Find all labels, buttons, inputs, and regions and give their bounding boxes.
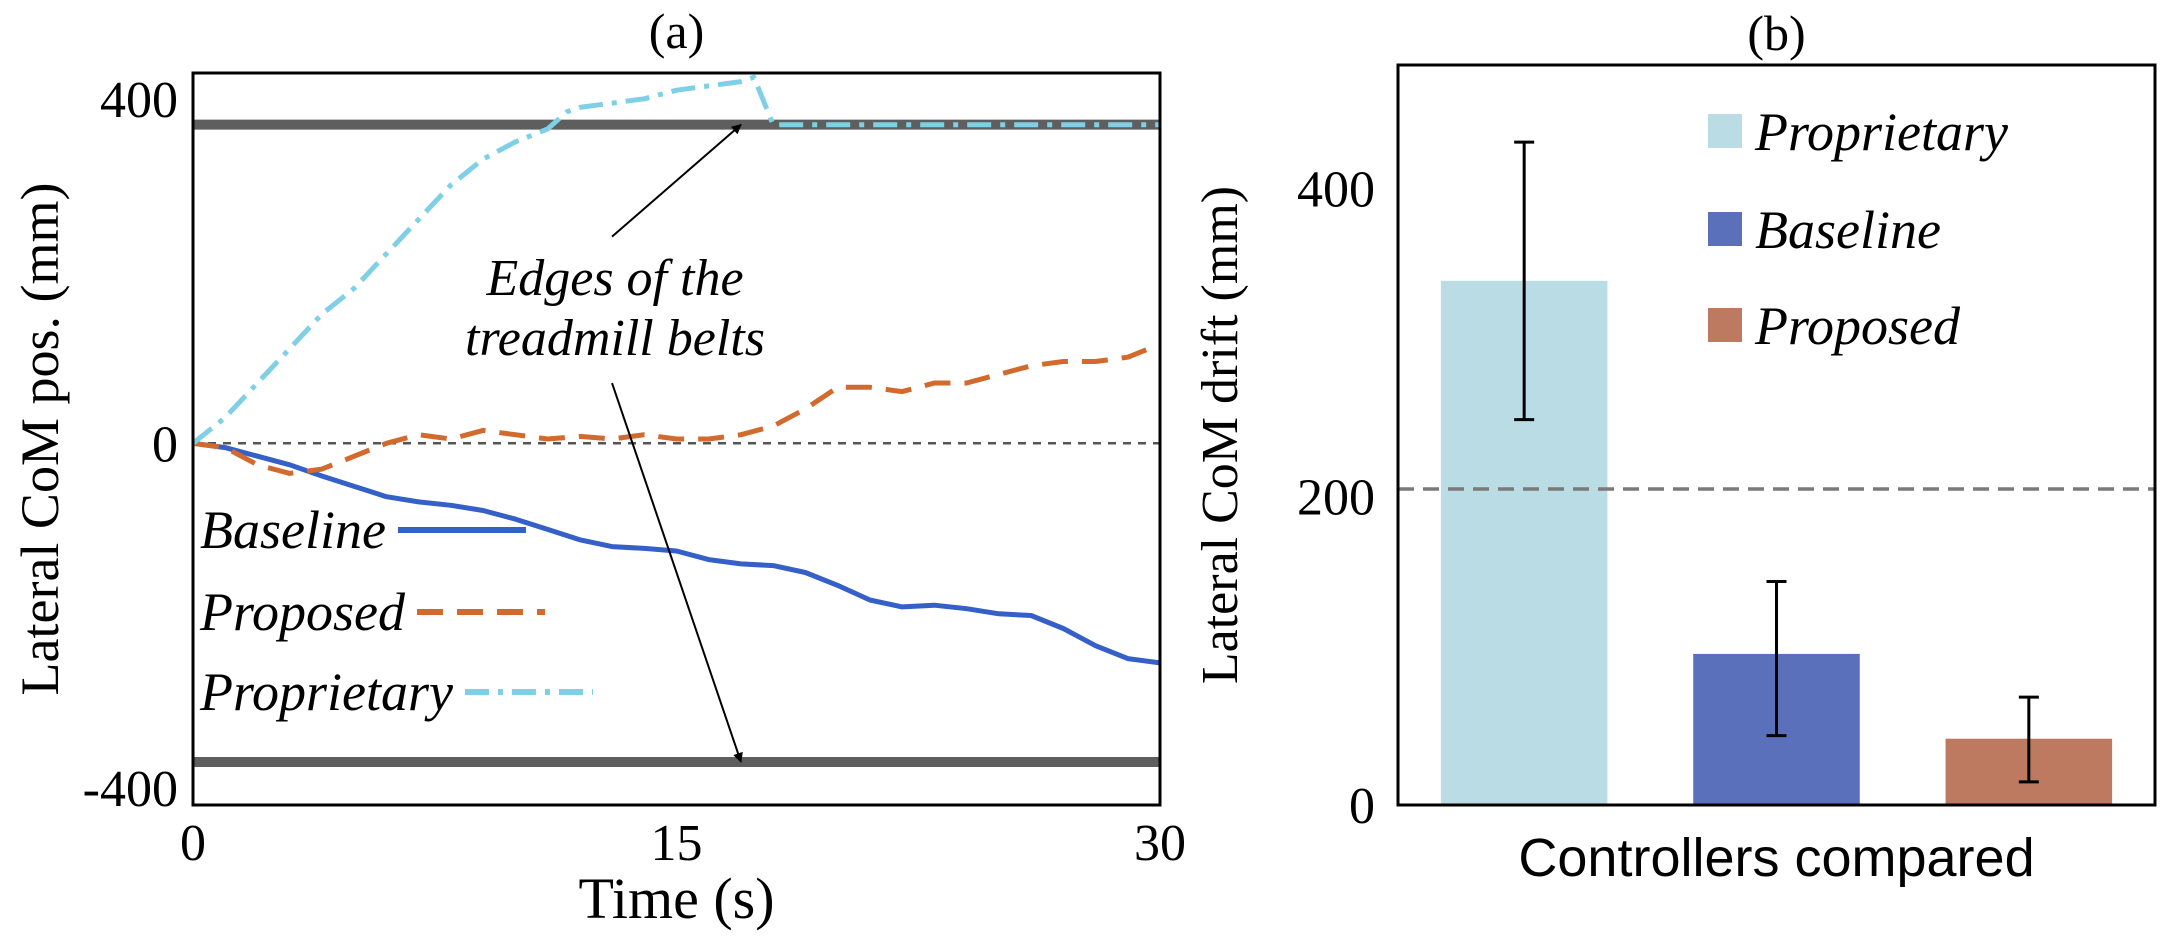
chart-a-series-line-baseline: [192, 440, 1161, 666]
chart-a-annotation-arrow: [611, 123, 742, 238]
chart-a-annotation-line: Edges of the: [485, 250, 743, 307]
chart-a-frame: [191, 71, 1162, 807]
chart-a-annotation: Edges of the treadmill belts: [465, 123, 765, 763]
chart-b: (b) Lateral CoM drift (mm) Controllers c…: [1192, 5, 2157, 888]
chart-a-y-tick-label: 400: [100, 72, 178, 129]
chart-b-y-tick-label: 0: [1349, 778, 1375, 835]
chart-a-annotation-arrow: [611, 382, 743, 763]
chart-a-legend: Baseline Proposed Proprietary: [199, 500, 593, 722]
chart-b-title: (b): [1747, 5, 1805, 61]
chart-a-annotation-text: Edges of the treadmill belts: [465, 250, 765, 367]
chart-b-frame: [1396, 63, 2157, 807]
chart-b-legend-label: Proprietary: [1754, 102, 2008, 162]
chart-a-legend-label: Proposed: [199, 582, 406, 642]
chart-b-legend-swatch: [1708, 212, 1742, 246]
chart-b-legend-label: Proposed: [1754, 296, 1961, 356]
chart-b-plot-area: [1398, 140, 2155, 805]
chart-b-y-axis-label: Lateral CoM drift (mm): [1192, 186, 1249, 684]
chart-a-plot-area: [191, 74, 1161, 767]
chart-a: (a) Lateral CoM pos. (mm) Time (s) 0 15 30…: [10, 3, 1186, 931]
chart-a-x-tick-label: 0: [180, 815, 206, 872]
chart-b-ticks: 400 200 0: [1297, 161, 1375, 835]
chart-a-legend-label: Baseline: [200, 500, 386, 560]
chart-a-x-tick-label: 30: [1134, 815, 1186, 872]
chart-b-legend-swatch: [1708, 308, 1742, 342]
chart-a-y-tick-label: -400: [83, 761, 178, 818]
chart-a-series-line-proprietary: [191, 74, 1160, 446]
chart-a-y-tick-label: 0: [152, 416, 178, 473]
chart-a-y-axis-label: Lateral CoM pos. (mm): [10, 183, 70, 696]
chart-b-legend-label: Baseline: [1755, 200, 1941, 260]
chart-a-annotation-line: treadmill belts: [465, 310, 765, 367]
chart-b-legend: Proprietary Baseline Proposed: [1708, 102, 2008, 356]
chart-b-x-axis-label: Controllers compared: [1518, 828, 2034, 888]
chart-b-y-tick-label: 200: [1297, 470, 1375, 527]
chart-b-y-tick-label: 400: [1297, 161, 1375, 218]
chart-a-series-line-proposed: [192, 341, 1161, 476]
chart-a-x-tick-label: 15: [651, 815, 703, 872]
chart-a-title: (a): [649, 3, 705, 59]
chart-a-legend-label: Proprietary: [199, 662, 453, 722]
chart-a-x-axis-label: Time (s): [578, 866, 774, 931]
chart-b-legend-swatch: [1708, 114, 1742, 148]
